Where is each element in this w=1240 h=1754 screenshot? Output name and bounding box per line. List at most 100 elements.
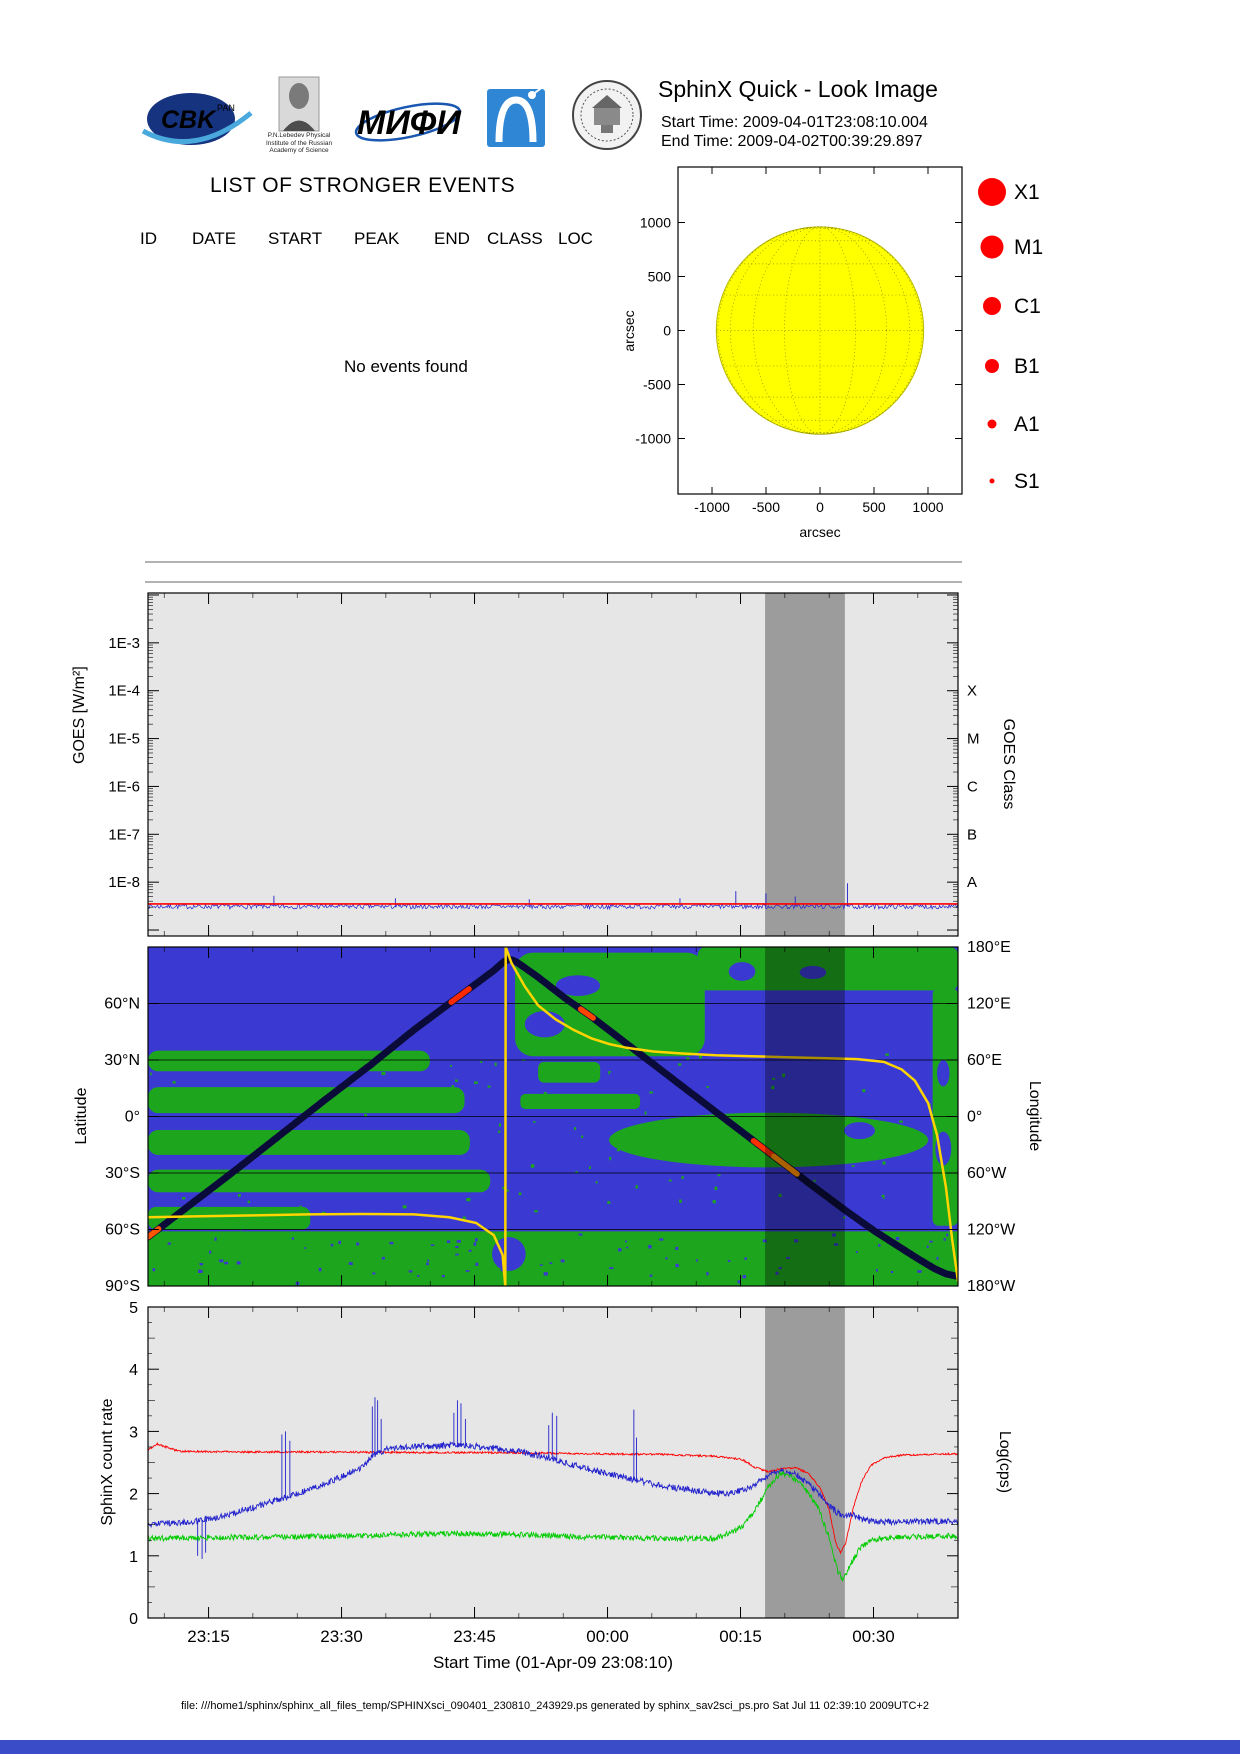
flare-class-legend: X1 M1 C1 B1 A1 S1	[978, 178, 1043, 493]
lebedev-caption-2: Institute of the Russian	[265, 139, 333, 147]
lebedev-institute-logo: P.N.Lebedev Physical Institute of the Ru…	[264, 76, 334, 155]
svg-text:90°S: 90°S	[105, 1278, 140, 1295]
svg-text:1000: 1000	[912, 499, 943, 515]
seal-roof	[592, 95, 622, 108]
svg-text:500: 500	[862, 499, 886, 515]
svg-text:0: 0	[816, 499, 824, 515]
page-title: SphinX Quick - Look Image	[658, 76, 938, 102]
svg-text:23:30: 23:30	[320, 1627, 363, 1646]
cbk-ellipse	[147, 93, 235, 145]
sun-y-axis-title: arcsec	[621, 310, 637, 351]
svg-text:1E-6: 1E-6	[108, 778, 140, 795]
cbk-swoosh	[141, 111, 253, 144]
svg-text:00:15: 00:15	[719, 1627, 762, 1646]
svg-text:60°S: 60°S	[105, 1222, 140, 1239]
comet-tail	[531, 85, 545, 96]
svg-text:2: 2	[129, 1487, 138, 1504]
svg-text:00:00: 00:00	[586, 1627, 629, 1646]
svg-text:C1: C1	[1014, 295, 1041, 318]
svg-text:C: C	[967, 778, 978, 795]
moscow-seal-logo	[570, 78, 644, 157]
count-y-axis-title: SphinX count rate	[99, 1398, 116, 1525]
file-info-footer: file: ///home1/sphinx/sphinx_all_files_t…	[181, 1700, 929, 1712]
arch-icon	[495, 96, 537, 143]
svg-text:23:15: 23:15	[187, 1627, 230, 1646]
svg-text:-500: -500	[643, 376, 671, 392]
sun-plot: -1000 -1000 -500 -500 0 0 500 500 1000 1000	[635, 166, 963, 515]
mephi-text: МИФИ	[357, 104, 462, 142]
svg-text:1: 1	[129, 1549, 138, 1566]
goes-right-axis-title: GOES Class	[1000, 719, 1017, 810]
svg-text:60°N: 60°N	[104, 996, 140, 1013]
col-peak: PEAK	[354, 229, 400, 248]
svg-text:1E-5: 1E-5	[108, 731, 140, 748]
svg-text:0°: 0°	[125, 1109, 140, 1126]
svg-text:-500: -500	[752, 499, 780, 515]
col-date: DATE	[192, 229, 237, 248]
end-time-text: End Time: 2009-04-02T00:39:29.897	[661, 133, 923, 150]
svg-text:1000: 1000	[640, 215, 671, 231]
svg-text:S1: S1	[1014, 470, 1040, 493]
col-id: ID	[140, 229, 157, 248]
svg-text:500: 500	[648, 269, 672, 285]
col-end: END	[434, 229, 470, 248]
svg-text:180°E: 180°E	[967, 939, 1011, 956]
svg-text:A: A	[967, 874, 977, 891]
svg-text:X: X	[967, 683, 977, 700]
goes-y-axis-title: GOES [W/m²]	[71, 666, 88, 764]
map-right-axis-title: Longitude	[1026, 1081, 1043, 1151]
svg-text:180°W: 180°W	[967, 1278, 1016, 1295]
svg-text:1E-3: 1E-3	[108, 635, 140, 652]
svg-text:00:30: 00:30	[852, 1627, 895, 1646]
events-list-title: LIST OF STRONGER EVENTS	[210, 174, 516, 197]
start-time-text: Start Time: 2009-04-01T23:08:10.004	[661, 114, 928, 131]
map-y-axis-title: Latitude	[73, 1087, 90, 1144]
svg-text:0°: 0°	[967, 1109, 982, 1126]
cbk-text: CBK	[161, 106, 217, 134]
svg-text:B1: B1	[1014, 355, 1040, 378]
svg-text:30°S: 30°S	[105, 1165, 140, 1182]
svg-text:120°W: 120°W	[967, 1222, 1016, 1239]
svg-text:1E-8: 1E-8	[108, 874, 140, 891]
svg-text:A1: A1	[1014, 413, 1040, 436]
gateway-arch-logo	[487, 84, 545, 155]
col-class: CLASS	[487, 229, 543, 248]
count-x-axis-title: Start Time (01-Apr-09 23:08:10)	[433, 1653, 673, 1672]
goes-plot: 1E-3 1E-4 1E-5 1E-6 1E-7 1E-8 X M C B A	[108, 592, 980, 937]
svg-text:1E-4: 1E-4	[108, 683, 140, 700]
cbk-pan-logo: CBK PAN	[135, 85, 257, 160]
svg-text:60°W: 60°W	[967, 1165, 1007, 1182]
col-start: START	[268, 229, 323, 248]
mephi-logo: МИФИ	[352, 92, 464, 155]
svg-text:3: 3	[129, 1424, 138, 1441]
cbk-pan-text: PAN	[217, 103, 235, 113]
svg-text:B: B	[967, 826, 977, 843]
mephi-orbit	[354, 102, 462, 142]
svg-text:-1000: -1000	[694, 499, 730, 515]
bottom-bar	[0, 1740, 1240, 1754]
no-events-message: No events found	[344, 357, 468, 376]
ground-track-map: 60°N 30°N 0° 30°S 60°S 90°S 180°E 120°E 60°E 0° 60…	[104, 939, 1016, 1295]
portrait-body	[283, 120, 315, 131]
svg-text:M: M	[967, 731, 980, 748]
lebedev-caption-1: P.N.Lebedev Physical	[267, 132, 331, 139]
seal-door	[601, 125, 613, 133]
svg-text:4: 4	[129, 1362, 138, 1379]
svg-text:X1: X1	[1014, 181, 1040, 204]
svg-text:-1000: -1000	[635, 430, 671, 446]
svg-text:120°E: 120°E	[967, 996, 1011, 1013]
svg-text:30°N: 30°N	[104, 1052, 140, 1069]
count-rate-plot: 0 1 2 3 4 5 23:15 23:30 23:45 00:00 00:15 00:30	[129, 1300, 959, 1646]
events-column-headers: ID DATE START PEAK END CLASS LOC	[0, 229, 720, 251]
svg-text:23:45: 23:45	[453, 1627, 496, 1646]
seal-building	[594, 108, 620, 125]
count-right-axis-title: Log(cps)	[996, 1431, 1013, 1493]
col-loc: LOC	[558, 229, 593, 248]
lebedev-caption-3: Academy of Science	[269, 147, 329, 154]
svg-text:M1: M1	[1014, 236, 1043, 259]
portrait-head	[289, 83, 309, 109]
svg-text:0: 0	[663, 323, 671, 339]
svg-text:1E-7: 1E-7	[108, 826, 140, 843]
svg-text:0: 0	[129, 1611, 138, 1628]
